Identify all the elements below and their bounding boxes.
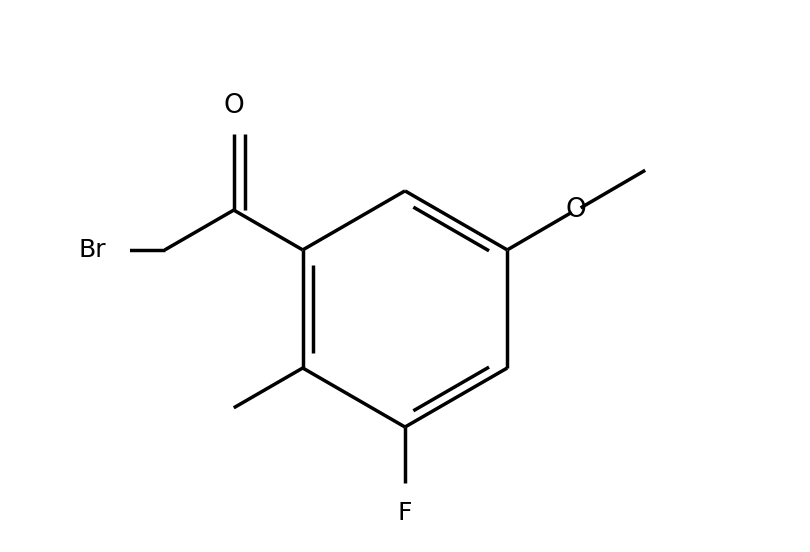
Text: O: O (566, 197, 586, 223)
Text: Br: Br (79, 238, 106, 262)
Text: O: O (224, 93, 244, 119)
Text: F: F (398, 501, 412, 526)
